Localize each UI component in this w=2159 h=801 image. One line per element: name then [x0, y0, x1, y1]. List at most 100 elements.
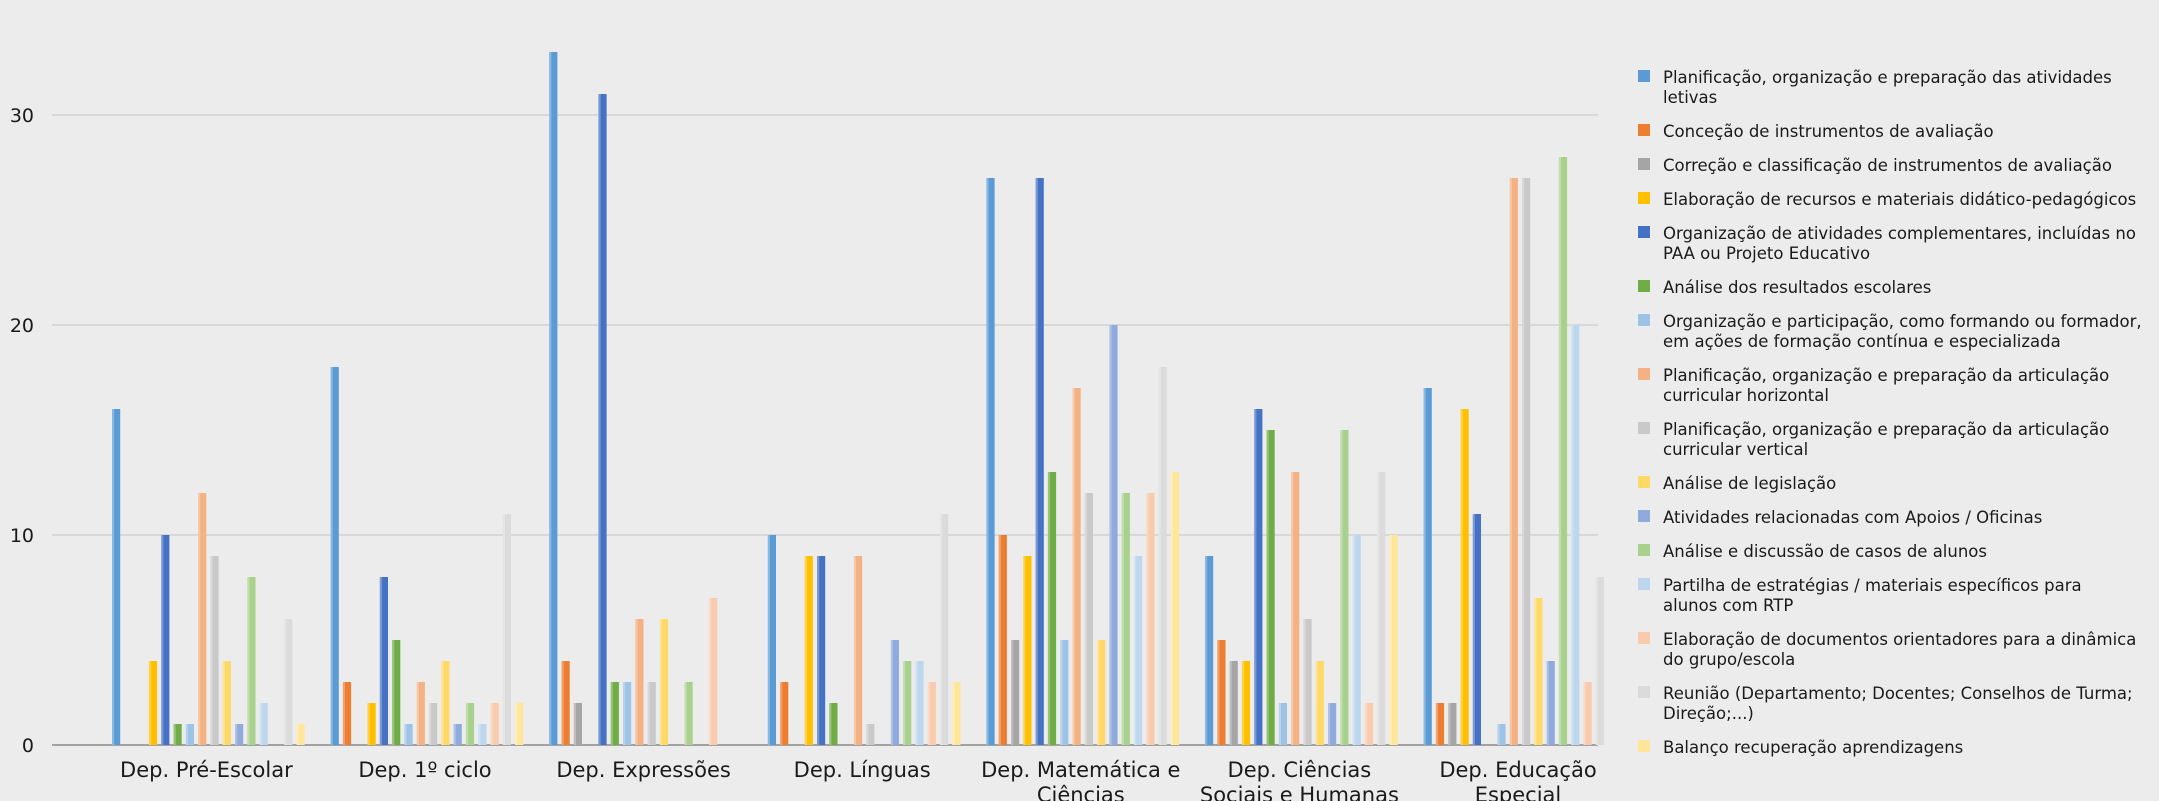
bar: [1241, 661, 1251, 745]
bar-highlight: [490, 703, 493, 745]
bar-highlight: [829, 703, 832, 745]
bar-highlight: [198, 493, 201, 745]
bar: [610, 682, 619, 745]
legend-swatch: [1638, 158, 1650, 170]
bar: [404, 724, 413, 745]
bar: [853, 556, 863, 745]
y-tick-label: 20: [10, 315, 34, 337]
bar: [1328, 703, 1337, 745]
bar-highlight: [1546, 661, 1549, 745]
bar: [1558, 157, 1568, 745]
bar: [296, 724, 305, 745]
bar: [1340, 430, 1349, 745]
bar: [1460, 409, 1469, 745]
bar-highlight: [1217, 640, 1220, 745]
bar: [429, 703, 438, 745]
bar: [161, 535, 170, 745]
bar-highlight: [1170, 472, 1174, 745]
bar: [940, 514, 949, 745]
bar: [866, 724, 875, 745]
legend-swatch: [1638, 226, 1650, 238]
bar-highlight: [1472, 514, 1475, 745]
x-category-label: Dep. Pré-Escolar: [120, 758, 293, 782]
bar: [173, 724, 182, 745]
bar: [659, 619, 669, 745]
legend-swatch: [1638, 578, 1650, 590]
legend-label: letivas: [1663, 88, 1717, 107]
bar-highlight: [986, 178, 989, 745]
x-category-label: Dep. Matemática e: [981, 758, 1180, 782]
legend-label: alunos com RTP: [1663, 596, 1793, 615]
legend-label: Organização e participação, como formand…: [1663, 312, 2142, 331]
bar: [515, 703, 524, 745]
y-tick-label: 10: [10, 525, 34, 547]
bar-highlight: [635, 619, 638, 745]
bar-highlight: [1315, 661, 1318, 745]
bar: [1023, 556, 1032, 745]
bar-highlight: [1158, 367, 1161, 745]
bar: [1205, 556, 1214, 745]
bar: [330, 367, 339, 745]
bar-highlight: [1060, 640, 1063, 745]
bar-highlight: [1134, 556, 1137, 745]
bar: [441, 661, 450, 745]
bar-highlight: [890, 640, 893, 745]
bar: [247, 577, 256, 745]
bar: [112, 409, 121, 745]
x-category-label: Especial: [1475, 783, 1562, 801]
bar-highlight: [940, 514, 943, 745]
bar: [598, 94, 607, 745]
bar: [392, 640, 401, 745]
bar: [453, 724, 462, 745]
bar-highlight: [453, 724, 456, 745]
bar-highlight: [222, 661, 225, 745]
bar: [379, 577, 388, 745]
bar-highlight: [112, 409, 115, 745]
x-category-label: Ciências: [1037, 783, 1125, 801]
bar: [1121, 493, 1130, 745]
bar-highlight: [441, 661, 444, 745]
bar: [1047, 472, 1057, 745]
bar: [623, 682, 632, 745]
bar-highlight: [1266, 430, 1269, 745]
legend-label: Correção e classificação de instrumentos…: [1663, 156, 2112, 175]
bar-highlight: [342, 682, 346, 745]
legend-swatch: [1638, 740, 1650, 752]
legend-label: Reunião (Departamento; Docentes; Conselh…: [1663, 684, 2133, 703]
bar: [1315, 661, 1324, 745]
bar: [284, 619, 293, 745]
bar: [416, 682, 425, 745]
bar: [549, 52, 558, 745]
bar: [342, 682, 352, 745]
legend-label: Planificação, organização e preparação d…: [1663, 68, 2112, 87]
bar-highlight: [1121, 493, 1124, 745]
bar: [1097, 640, 1106, 745]
bar-highlight: [416, 682, 419, 745]
bar: [647, 682, 656, 745]
bar: [1389, 535, 1398, 745]
bar: [502, 514, 511, 745]
bar: [1158, 367, 1167, 745]
bar-highlight: [1097, 640, 1100, 745]
bar-highlight: [1389, 535, 1392, 745]
legend-swatch: [1638, 124, 1650, 136]
bar-highlight: [709, 598, 712, 745]
bar-highlight: [998, 535, 1001, 745]
x-category-label: Dep. Línguas: [794, 758, 931, 782]
legend-label: Conceção de instrumentos de avaliação: [1663, 122, 1994, 141]
legend-label: do grupo/escola: [1663, 650, 1795, 669]
bar: [952, 682, 961, 745]
bar: [210, 556, 219, 745]
legend-swatch: [1638, 422, 1650, 434]
bar-highlight: [148, 661, 152, 745]
x-category-label: Dep. Expressões: [556, 758, 730, 782]
bar-highlight: [1534, 598, 1537, 745]
bar: [235, 724, 244, 745]
bar: [804, 556, 813, 745]
bar: [1571, 325, 1580, 745]
bar: [903, 661, 912, 745]
legend-label: Atividades relacionadas com Apoios / Ofi…: [1663, 508, 2042, 527]
legend-label: Balanço recuperação aprendizagens: [1663, 738, 1963, 757]
x-category-label: Sociais e Humanas: [1200, 783, 1399, 801]
